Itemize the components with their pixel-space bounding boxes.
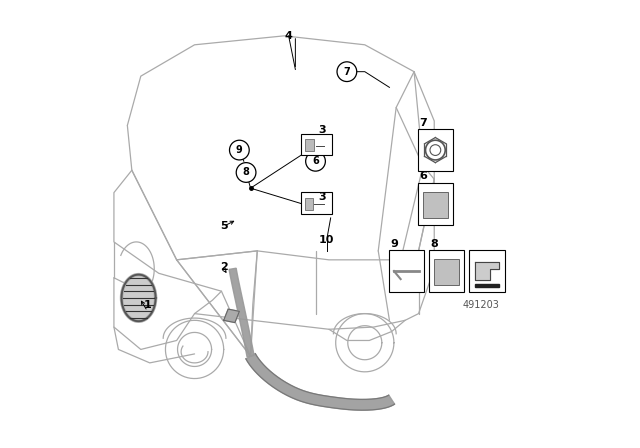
Circle shape bbox=[230, 140, 249, 160]
FancyBboxPatch shape bbox=[388, 250, 424, 292]
Text: 7: 7 bbox=[419, 118, 428, 128]
Text: 4: 4 bbox=[285, 31, 292, 41]
FancyBboxPatch shape bbox=[429, 250, 464, 292]
Text: 2: 2 bbox=[220, 262, 228, 271]
Polygon shape bbox=[122, 275, 156, 321]
FancyBboxPatch shape bbox=[305, 198, 313, 210]
Text: 9: 9 bbox=[390, 239, 398, 249]
Text: 6: 6 bbox=[419, 172, 428, 181]
Text: 3: 3 bbox=[319, 192, 326, 202]
FancyBboxPatch shape bbox=[301, 134, 332, 155]
Text: 9: 9 bbox=[236, 145, 243, 155]
Circle shape bbox=[236, 163, 256, 182]
FancyBboxPatch shape bbox=[305, 139, 314, 151]
Circle shape bbox=[337, 62, 356, 82]
Text: 3: 3 bbox=[319, 125, 326, 135]
Text: 6: 6 bbox=[312, 156, 319, 166]
FancyBboxPatch shape bbox=[301, 192, 332, 214]
Polygon shape bbox=[246, 353, 395, 410]
Text: 1: 1 bbox=[143, 300, 152, 310]
Text: 8: 8 bbox=[431, 239, 438, 249]
FancyBboxPatch shape bbox=[418, 129, 453, 171]
Polygon shape bbox=[224, 309, 239, 323]
Polygon shape bbox=[475, 262, 499, 280]
FancyBboxPatch shape bbox=[418, 183, 453, 225]
Text: 491203: 491203 bbox=[463, 300, 500, 310]
Circle shape bbox=[306, 151, 325, 171]
Text: 7: 7 bbox=[344, 67, 350, 77]
FancyBboxPatch shape bbox=[469, 250, 504, 292]
FancyBboxPatch shape bbox=[422, 192, 448, 218]
Text: 5: 5 bbox=[220, 221, 227, 231]
Polygon shape bbox=[475, 284, 499, 287]
Text: 10: 10 bbox=[319, 235, 335, 245]
Text: 8: 8 bbox=[243, 168, 250, 177]
FancyBboxPatch shape bbox=[434, 259, 460, 285]
Polygon shape bbox=[229, 268, 254, 357]
